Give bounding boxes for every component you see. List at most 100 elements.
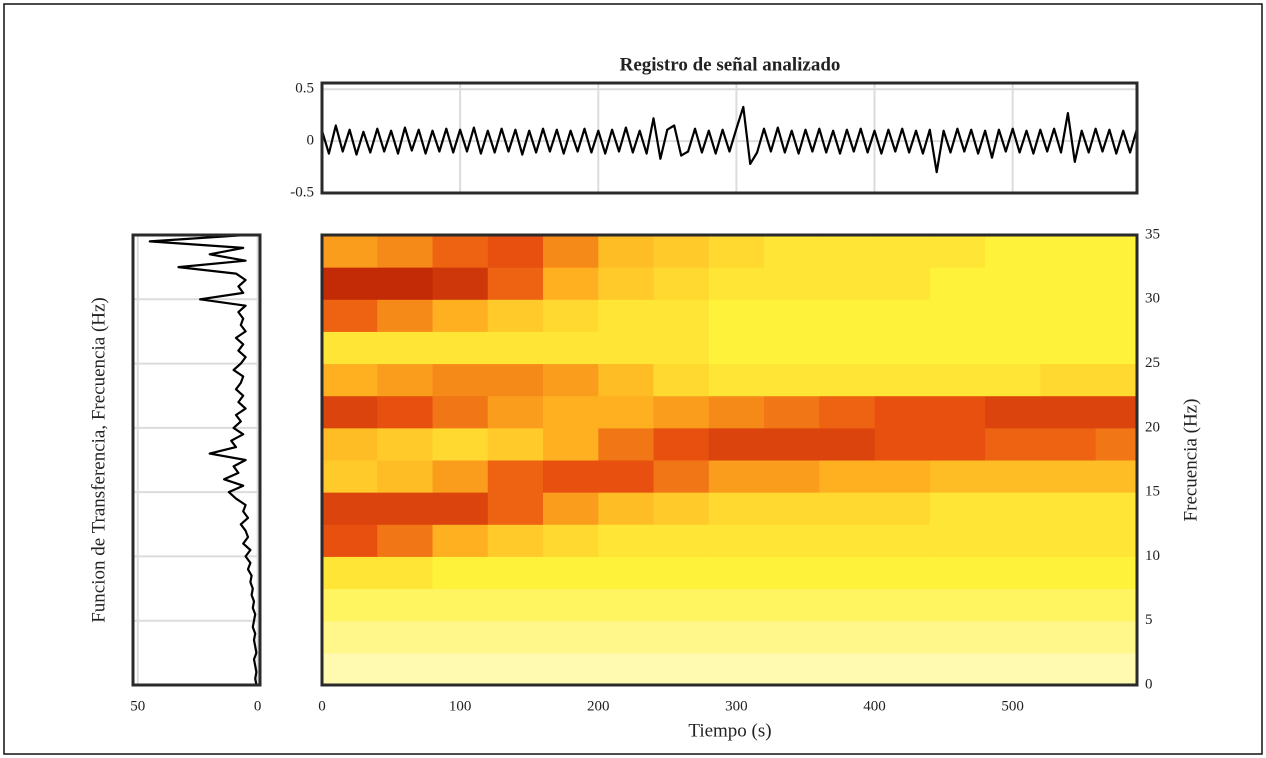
heatmap-cell [653,652,710,685]
heatmap-cell [653,492,710,525]
heatmap-cell [598,620,655,654]
heatmap-cell [377,524,434,557]
heatmap-cell [708,331,765,365]
chart-title: Registro de señal analizado [620,54,841,75]
signal-line [322,105,1137,174]
heatmap-cell [819,556,876,590]
y-axis-label: Funcion de Transferencia, Frecuencia (Hz… [88,297,109,623]
heatmap-cell [1040,267,1097,300]
heatmap-cell [598,492,655,525]
heatmap-cell [543,363,599,397]
heatmap-cell [708,299,765,332]
heatmap-cell [322,620,378,654]
heatmap-cell [985,331,1041,365]
heatmap-cell [487,556,544,590]
heatmap-cell [377,363,434,397]
y-tick-label: 0 [307,133,315,149]
heatmap-cell [653,460,710,493]
heatmap-cell [653,331,710,365]
heatmap-cell [543,652,599,685]
heatmap-cell [1095,267,1137,300]
heatmap-cell [1095,556,1137,590]
heatmap-cell [874,395,931,429]
heatmap-cell [377,267,434,300]
heatmap-cell [653,588,710,622]
heatmap-cell [432,460,489,493]
x-tick-label: 0 [254,698,262,714]
y-tick-label: 15 [1145,484,1160,500]
heatmap-cell [764,267,820,300]
heatmap-cell [819,395,876,429]
heatmap-cell [708,556,765,590]
y-tick-label: 30 [1145,291,1160,307]
heatmap-cell [598,299,655,332]
heatmap-cell [322,492,378,525]
heatmap-cell [708,267,765,300]
heatmap-cell [543,235,599,268]
heatmap-cell [487,331,544,365]
heatmap-cell [929,363,986,397]
heatmap-cell [985,267,1041,300]
y-tick-label: 10 [1145,548,1160,564]
heatmap-cell [819,620,876,654]
heatmap-cell [322,331,378,365]
heatmap-cell [322,299,378,332]
heatmap-cell [598,235,655,268]
heatmap-cell [1040,460,1097,493]
heatmap-cell [1095,427,1137,461]
heatmap-cell [543,588,599,622]
heatmap-cell [929,427,986,461]
heatmap-cell [487,395,544,429]
heatmap-cell [377,588,434,622]
heatmap-cell [708,363,765,397]
heatmap-cell [874,363,931,397]
heatmap-cell [929,395,986,429]
heatmap-cell [1040,588,1097,622]
heatmap-cell [929,620,986,654]
heatmap-cell [708,652,765,685]
heatmap-cell [543,427,599,461]
heatmap-cell [764,652,820,685]
heatmap-cell [487,460,544,493]
heatmap-cell [598,652,655,685]
heatmap-cell [874,460,931,493]
heatmap-cell [874,588,931,622]
y-tick-label: 25 [1145,355,1160,371]
heatmap-cell [377,652,434,685]
heatmap-cell [764,363,820,397]
heatmap-cell [653,363,710,397]
heatmap-cell [929,235,986,268]
heatmap-cell [764,299,820,332]
heatmap-cell [985,427,1041,461]
heatmap-cell [929,460,986,493]
x-tick-label: 400 [863,698,886,714]
x-tick-label: 500 [1001,698,1024,714]
x-tick-label: 50 [130,698,145,714]
heatmap-cell [322,588,378,622]
heatmap-cell [1095,620,1137,654]
heatmap-cell [819,363,876,397]
heatmap-cell [985,620,1041,654]
heatmap-cell [929,492,986,525]
heatmap-cell [432,588,489,622]
heatmap-cell [929,267,986,300]
heatmap-cell [432,363,489,397]
heatmap-cell [598,556,655,590]
heatmap-cell [708,588,765,622]
heatmap-cell [487,652,544,685]
heatmap-cell [322,267,378,300]
heatmap-cell [543,492,599,525]
heatmap-cell [874,524,931,557]
heatmap-cell [985,395,1041,429]
axes-frame [320,233,1139,687]
heatmap-cell [764,556,820,590]
x-tick-label: 200 [587,698,610,714]
x-tick-label: 100 [449,698,472,714]
heatmap-cell [708,524,765,557]
heatmap-cell [874,652,931,685]
heatmap-cell [764,460,820,493]
axes-frame [131,233,262,687]
heatmap-cell [653,395,710,429]
heatmap-cell [377,395,434,429]
